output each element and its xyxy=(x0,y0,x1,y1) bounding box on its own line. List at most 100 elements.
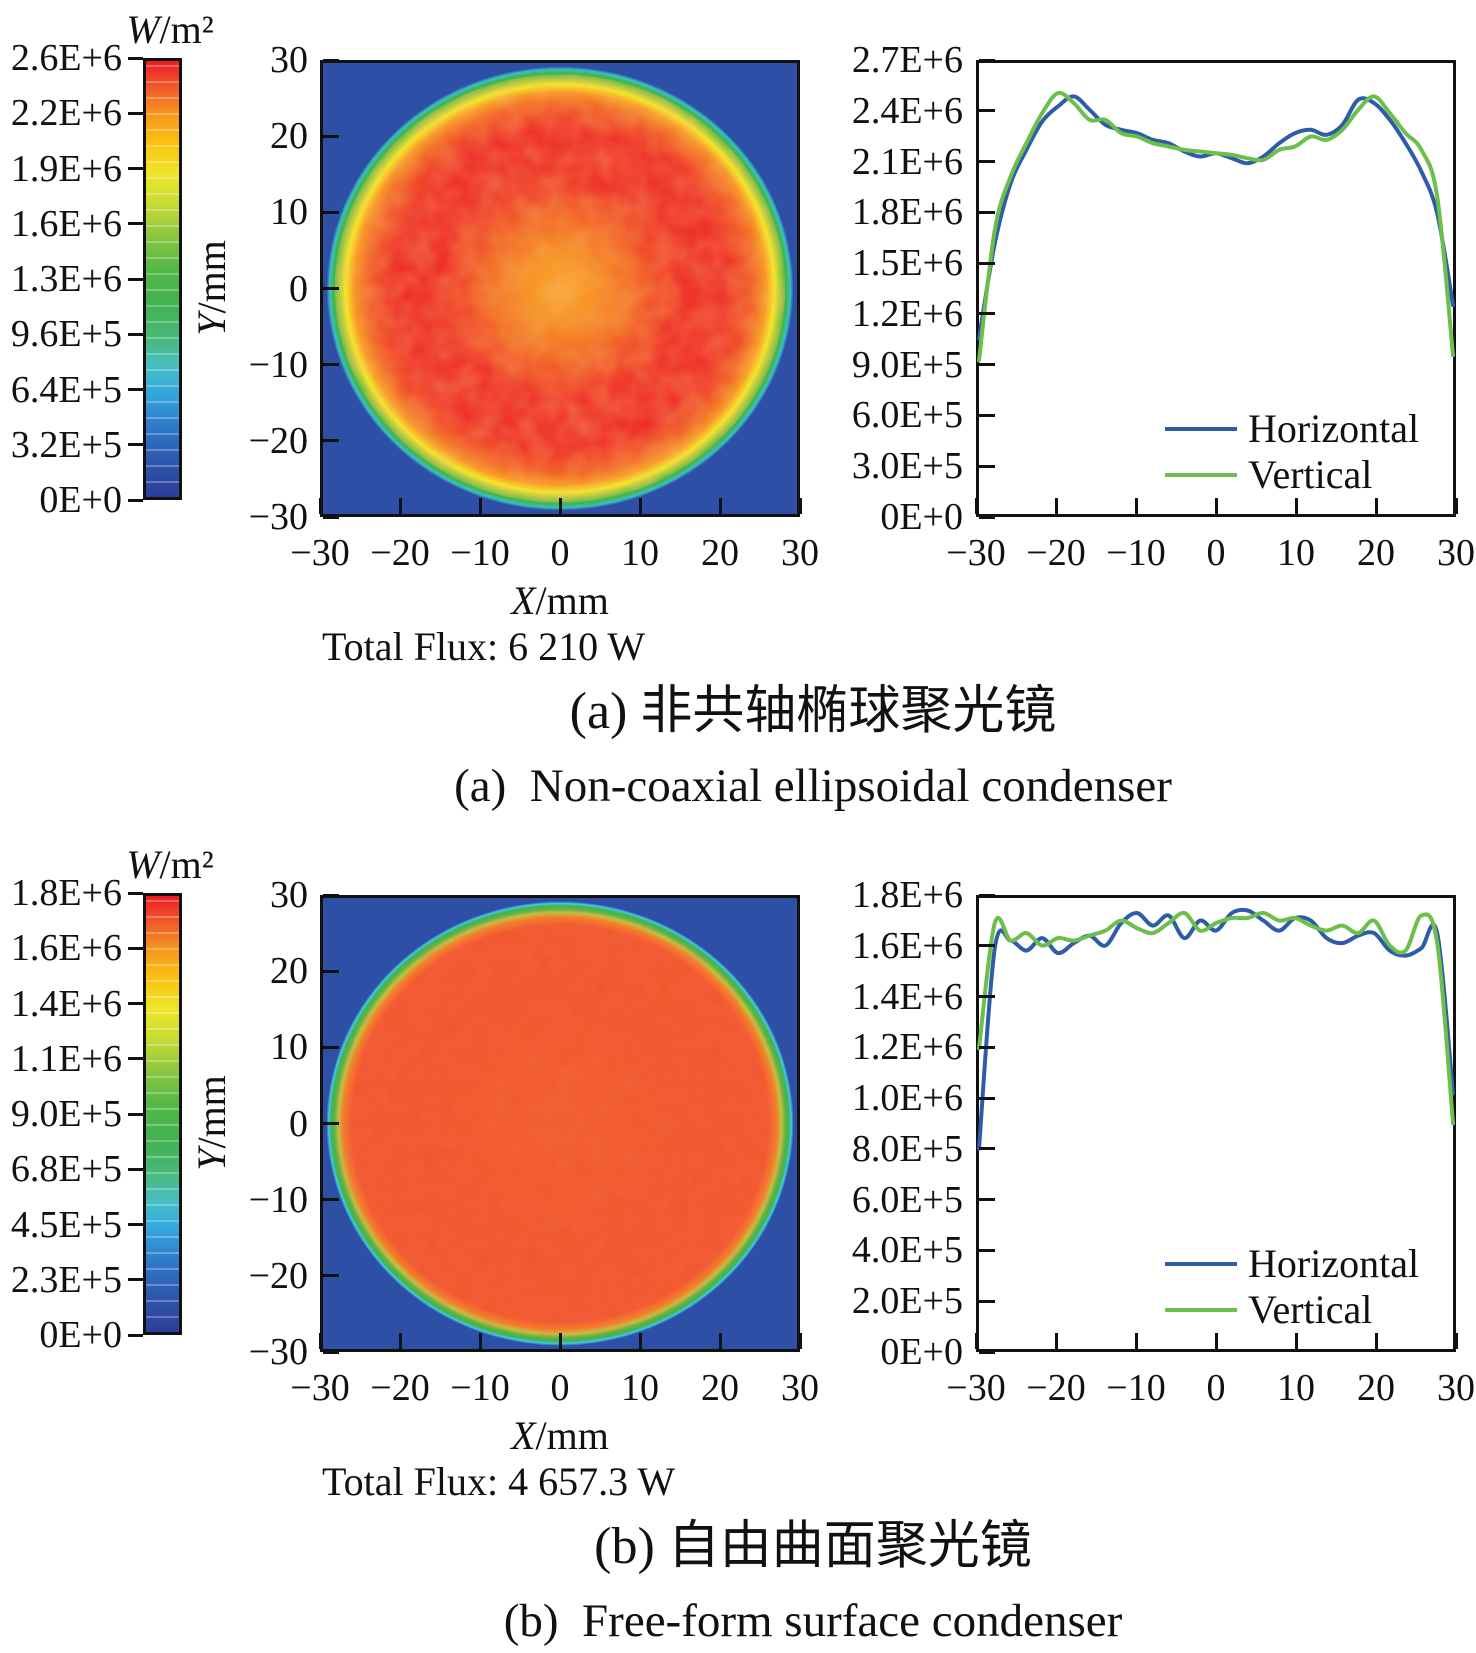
heatmap-y-tick-label: −10 xyxy=(248,343,308,386)
x-axis-unit: /mm xyxy=(535,1413,609,1458)
caption-chinese: (b) 自由曲面聚光镜 xyxy=(594,1518,1032,1575)
heatmap-y-tick xyxy=(323,134,339,138)
colorbar-unit-symbol: W xyxy=(126,7,160,52)
heatmap-x-tick-label: 10 xyxy=(621,532,659,574)
legend-label-horizontal: Horizontal xyxy=(1248,1241,1420,1286)
legend-swatch-vertical xyxy=(1165,473,1237,477)
heatmap-x-tick xyxy=(318,1333,322,1349)
colorbar-tick-label: 1.6E+6 xyxy=(10,202,122,245)
x-axis-title: X/mm xyxy=(460,1416,660,1456)
x-axis-variable: X xyxy=(511,578,536,623)
panel-b: W/m² Y/mm X/mm Total Flux: 4 657.3 W H xyxy=(0,835,1476,1653)
heatmap-x-tick xyxy=(798,1333,802,1349)
colorbar-tick-label: 1.9E+6 xyxy=(10,147,122,190)
colorbar-tick xyxy=(128,56,143,60)
heatmap-y-tick xyxy=(323,58,339,62)
heatmap-x-tick xyxy=(718,498,722,514)
profile-y-tick xyxy=(979,464,995,468)
total-flux-label: Total Flux: 4 657.3 W xyxy=(322,1459,676,1504)
colorbar-tick-label: 0E+0 xyxy=(39,479,122,521)
profile-x-tick xyxy=(1454,498,1458,514)
y-axis-variable: Y xyxy=(189,1148,234,1171)
profile-x-tick xyxy=(1054,498,1058,514)
colorbar-tick xyxy=(128,443,143,447)
profile-x-tick-label: 20 xyxy=(1357,532,1395,574)
profile-x-tick-label: −30 xyxy=(946,532,1006,574)
colorbar-tick-label: 1.4E+6 xyxy=(10,982,122,1025)
heatmap-y-tick-label: −10 xyxy=(248,1178,308,1221)
heatmap-y-tick-label: 20 xyxy=(270,115,308,158)
colorbar-unit-label: W/m² xyxy=(105,10,235,50)
heatmap-x-tick-label: −30 xyxy=(290,1367,350,1409)
series-vertical xyxy=(977,90,1455,363)
y-axis-variable: Y xyxy=(189,313,234,336)
colorbar-tick xyxy=(128,1278,143,1282)
profile-y-tick-label: 3.0E+5 xyxy=(851,445,963,488)
heatmap-y-tick xyxy=(323,1274,339,1278)
heatmap-x-tick-label: 30 xyxy=(781,532,819,574)
heatmap-x-tick xyxy=(398,1333,402,1349)
profile-x-tick-label: −20 xyxy=(1026,532,1086,574)
profile-y-tick-label: 4.0E+5 xyxy=(851,1229,963,1272)
colorbar-tick xyxy=(128,111,143,115)
profile-x-tick-label: 10 xyxy=(1277,1367,1315,1409)
heatmap-y-tick xyxy=(323,210,339,214)
colorbar-tick xyxy=(128,891,143,895)
profile-x-tick-label: 10 xyxy=(1277,532,1315,574)
heatmap-y-tick-label: −30 xyxy=(248,1331,308,1373)
heatmap-y-tick xyxy=(323,969,339,973)
profile-y-tick-label: 6.0E+5 xyxy=(851,1178,963,1221)
profile-y-tick xyxy=(979,210,995,214)
heatmap-x-tick-label: −20 xyxy=(370,1367,430,1409)
heatmap-x-tick-label: 0 xyxy=(550,532,570,574)
x-axis-unit: /mm xyxy=(535,578,609,623)
series-vertical xyxy=(977,910,1455,1126)
panel-a: W/m² Y/mm X/mm Total Flux: 6 210 W Hor xyxy=(0,0,1476,818)
profile-x-tick-label: 0 xyxy=(1206,532,1226,574)
colorbar-tick-label: 6.4E+5 xyxy=(10,368,122,411)
colorbar-tick-label: 0E+0 xyxy=(39,1314,122,1356)
colorbar-gradient xyxy=(143,893,182,1335)
colorbar-tick xyxy=(128,332,143,336)
profile-x-tick-label: 30 xyxy=(1437,532,1475,574)
profile-y-tick-label: 0E+0 xyxy=(880,1331,963,1373)
profile-x-tick-label: −20 xyxy=(1026,1367,1086,1409)
profile-y-tick-label: 6.0E+5 xyxy=(851,394,963,437)
profile-x-tick xyxy=(1214,498,1218,514)
profile-x-tick xyxy=(1294,1333,1298,1349)
colorbar-tick xyxy=(128,388,143,391)
heatmap-x-tick xyxy=(318,498,322,514)
profile-y-tick-label: 0E+0 xyxy=(880,496,963,538)
profile-y-tick-label: 2.7E+6 xyxy=(851,39,963,81)
total-flux-label: Total Flux: 6 210 W xyxy=(322,624,646,669)
profile-x-tick-label: −30 xyxy=(946,1367,1006,1409)
heatmap-y-tick xyxy=(323,1350,339,1354)
profile-y-tick-label: 2.4E+6 xyxy=(851,89,963,132)
profile-y-tick-label: 9.0E+5 xyxy=(851,343,963,386)
profile-y-tick xyxy=(979,1248,995,1252)
heatmap-x-tick xyxy=(398,498,402,514)
colorbar-tick-label: 1.1E+6 xyxy=(10,1037,122,1080)
legend-swatch-vertical xyxy=(1165,1308,1237,1312)
profile-x-tick xyxy=(1054,1333,1058,1349)
x-axis-variable: X xyxy=(511,1413,536,1458)
profile-y-tick-label: 1.6E+6 xyxy=(851,924,963,967)
profile-y-tick xyxy=(979,893,995,897)
heatmap-x-tick xyxy=(478,498,482,514)
profile-y-tick-label: 1.2E+6 xyxy=(851,1026,963,1069)
colorbar-tick-label: 9.6E+5 xyxy=(10,313,122,356)
heatmap-x-tick xyxy=(478,1333,482,1349)
colorbar-tick xyxy=(128,222,143,226)
profile-y-tick xyxy=(979,363,995,367)
colorbar-tick xyxy=(128,498,143,502)
profile-y-tick-label: 8.0E+5 xyxy=(851,1127,963,1170)
profile-y-tick xyxy=(979,261,995,265)
profile-y-tick xyxy=(979,1299,995,1303)
heatmap-noise-texture xyxy=(334,908,786,1339)
heatmap-y-tick-label: 10 xyxy=(270,1026,308,1069)
profile-x-tick-label: −10 xyxy=(1106,1367,1166,1409)
profile-x-tick xyxy=(1134,498,1138,514)
heatmap-x-tick-label: 0 xyxy=(550,1367,570,1409)
profile-y-tick xyxy=(979,312,995,316)
profile-y-tick xyxy=(979,1147,995,1151)
